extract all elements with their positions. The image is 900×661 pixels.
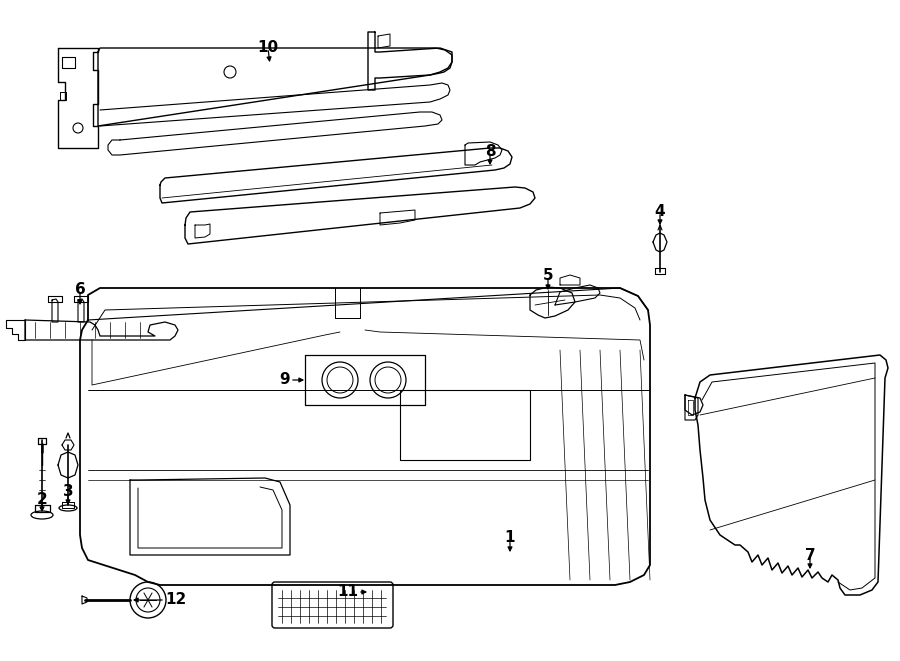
Text: 7: 7 — [805, 547, 815, 563]
Text: 6: 6 — [75, 282, 86, 297]
Text: 4: 4 — [654, 204, 665, 219]
Text: 10: 10 — [257, 40, 279, 56]
Text: 8: 8 — [485, 145, 495, 159]
Text: 2: 2 — [37, 492, 48, 508]
Text: 5: 5 — [543, 268, 553, 284]
Text: 3: 3 — [63, 485, 73, 500]
Text: 12: 12 — [165, 592, 186, 607]
Text: 9: 9 — [279, 373, 290, 387]
Text: 11: 11 — [337, 584, 358, 600]
Text: 1: 1 — [505, 531, 515, 545]
